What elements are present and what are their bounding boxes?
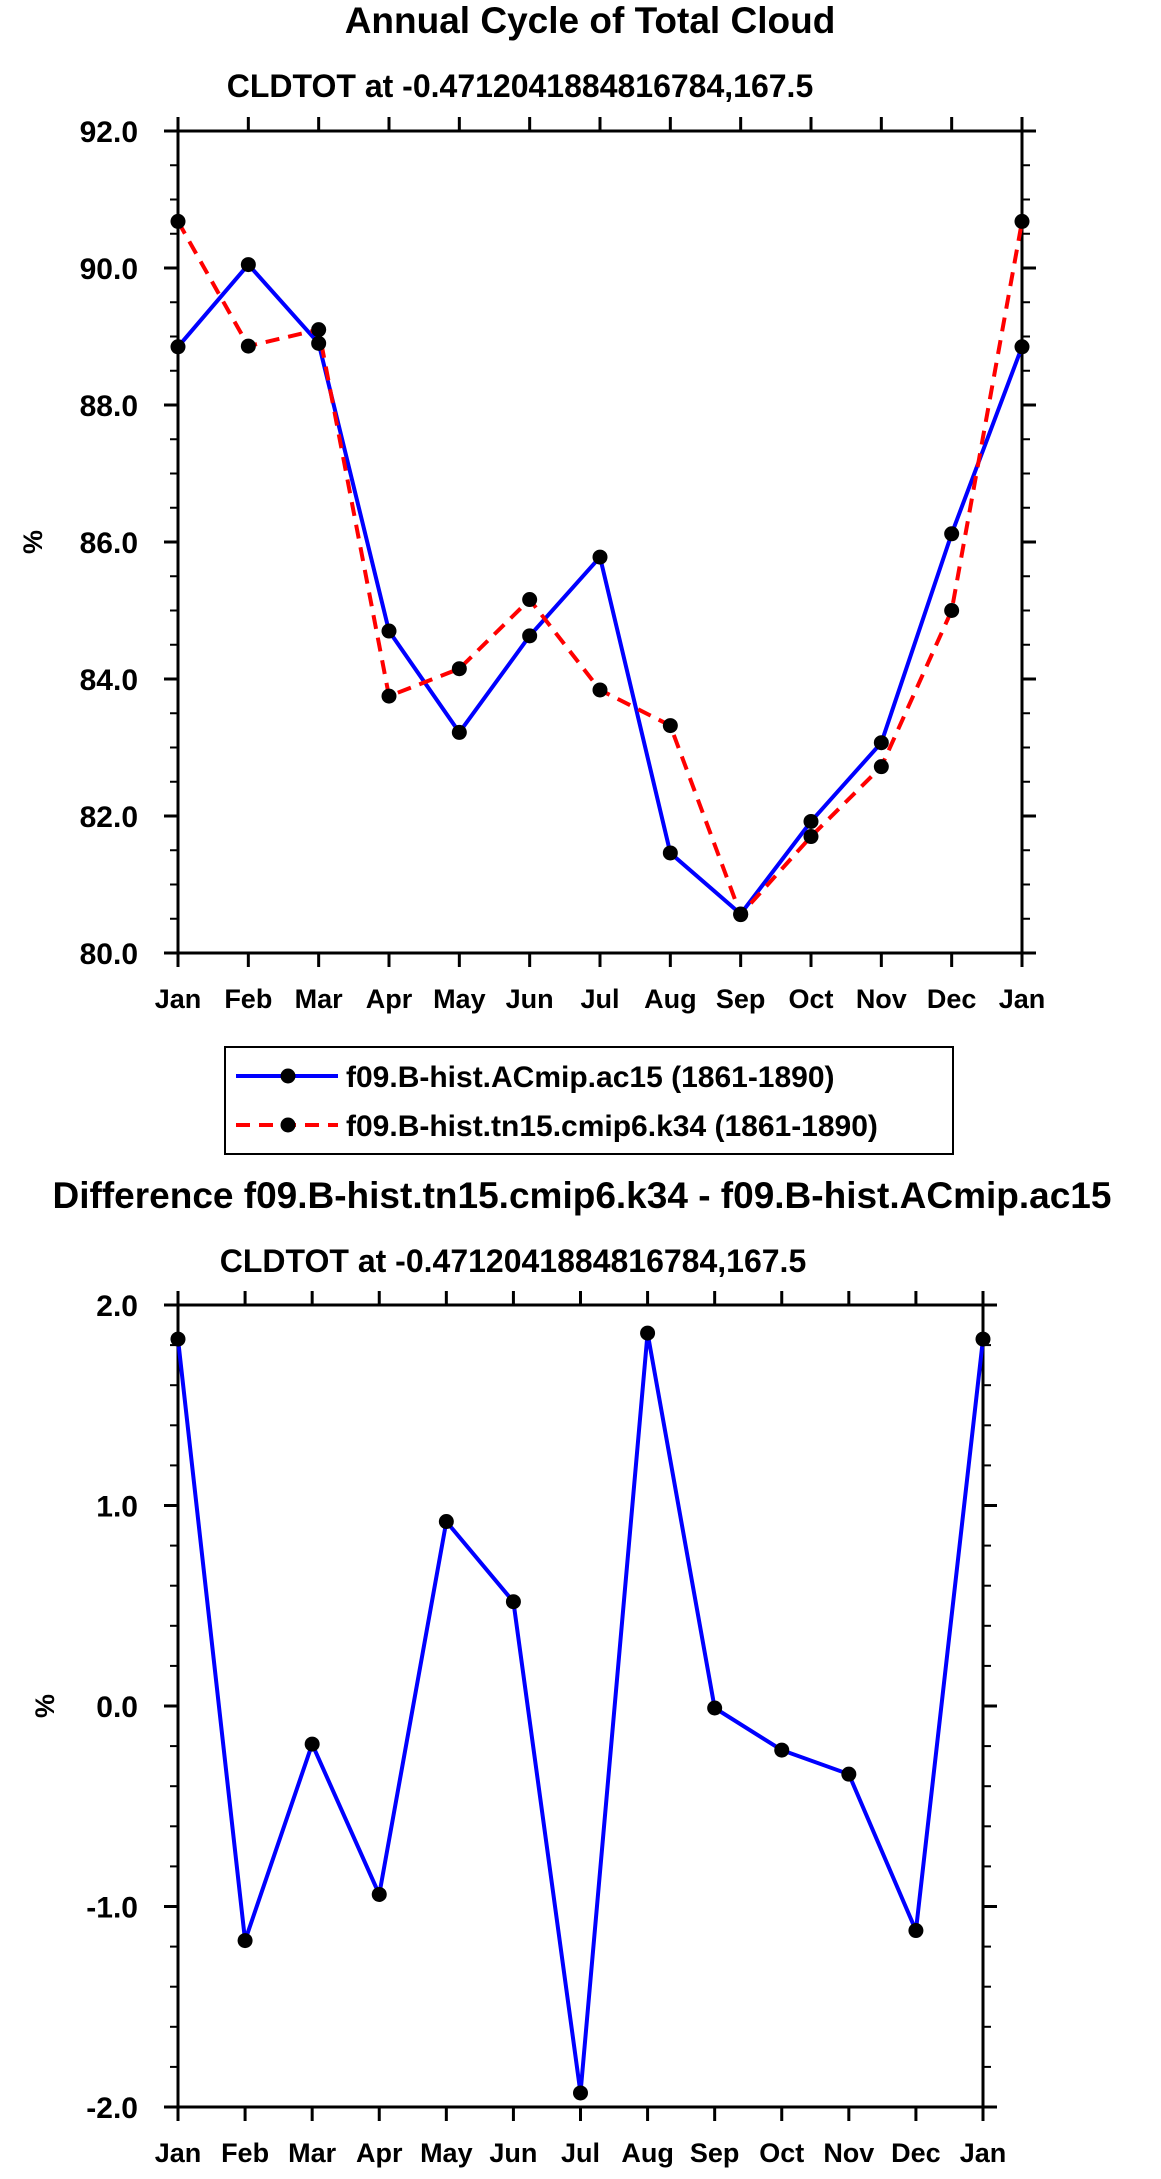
chart2-series-1-point: [438, 1514, 454, 1530]
chart1-series-2-point: [381, 688, 397, 704]
legend-marker-series-1: [280, 1068, 296, 1084]
chart2-series-1-point: [505, 1594, 521, 1610]
chart2-plot: Jan Feb Mar Apr May Jun Jul Aug Sep Oct Nov Dec Jan-…: [30, 1290, 1006, 2168]
chart2-series-1-point: [774, 1742, 790, 1758]
chart1-x-tick-label: Feb: [224, 984, 272, 1014]
chart2-x-tick-label: Sep: [690, 2138, 740, 2168]
chart1-subtitle: CLDTOT at -0.4712041884816784,167.5: [227, 68, 813, 104]
chart1-x-tick-label: Apr: [366, 984, 413, 1014]
chart2-x-tick-label: Oct: [759, 2138, 804, 2168]
chart1-series-1-point: [944, 526, 960, 542]
chart1-series-2-point: [803, 829, 819, 845]
chart2-series-1-point: [573, 2085, 588, 2101]
chart1-x-tick-label: Sep: [716, 984, 766, 1014]
chart1-series-1-point: [170, 339, 186, 355]
chart1-series-1-point: [240, 257, 256, 273]
chart1-series-2-point: [944, 603, 960, 618]
chart1-series-2-point: [311, 322, 327, 338]
chart2-title: Difference f09.B-hist.tn15.cmip6.k34 - f…: [53, 1175, 1112, 1216]
chart1-series-2-point: [1014, 213, 1030, 229]
chart1-series-1-point: [1014, 339, 1030, 355]
chart2-x-tick-label: Apr: [356, 2138, 403, 2168]
chart1-series-1-line: [176, 261, 1024, 917]
chart2-series-1-point: [371, 1886, 387, 1902]
chart1-series-1-point: [311, 335, 327, 351]
chart1-x-tick-label: Jun: [506, 984, 554, 1014]
chart2-x-tick-label: Jan: [155, 2138, 202, 2168]
chart2-subtitle: CLDTOT at -0.4712041884816784,167.5: [220, 1243, 806, 1279]
chart1-series-2-point: [522, 592, 538, 608]
chart2-x-tick-label: Aug: [621, 2138, 673, 2168]
chart2-x-tick-label: Jan: [960, 2138, 1007, 2168]
chart1-title: Annual Cycle of Total Cloud: [345, 0, 836, 41]
chart2-frame: [176, 1303, 985, 2109]
chart1-x-tick-label: Jul: [580, 984, 619, 1014]
chart1-legend: f09.B-hist.ACmip.ac15 (1861-1890) f09.B-…: [224, 1046, 954, 1155]
chart1-x-tick-label: Aug: [644, 984, 696, 1014]
chart1-series-1-point: [873, 735, 889, 751]
chart1-series-2-point: [451, 661, 467, 677]
chart2-series-1-point: [908, 1923, 924, 1939]
chart1-x-tick-label: Jan: [155, 984, 202, 1014]
chart1-plot: Jan Feb Mar Apr May Jun Jul Aug Sep Oct Nov Dec Jan 8…: [18, 116, 1045, 1014]
legend-marker-series-2: [280, 1117, 296, 1133]
chart1-y-axis-label: %: [18, 530, 48, 554]
chart1-series-1-point: [522, 628, 538, 644]
chart1-series-2-point: [592, 682, 608, 698]
chart1-frame: [176, 129, 1024, 955]
chart2-series-1-line: [176, 1332, 985, 2094]
chart1-series-2-point: [733, 907, 749, 923]
chart2-y-tick-label: 2.0: [96, 1290, 138, 1323]
chart1-series-2-point: [662, 718, 678, 734]
chart2-x-tick-label: May: [420, 2138, 473, 2168]
chart2-x-tick-label: Jun: [489, 2138, 537, 2168]
chart1-series-1-point: [381, 623, 397, 639]
chart1-series-1-point: [803, 813, 819, 829]
chart2-series-1-point: [237, 1933, 253, 1949]
chart1-y-tick-label: 88.0: [80, 390, 138, 423]
chart2-y-tick-label: -2.0: [86, 2092, 138, 2125]
chart2-series-1-point: [707, 1700, 723, 1716]
chart1-y-tick-label: 84.0: [80, 664, 138, 697]
chart2-y-tick-label: 0.0: [96, 1691, 138, 1724]
chart1-y-tick-label: 86.0: [80, 527, 138, 560]
chart1-series-2-point: [170, 213, 186, 229]
chart2-series-1-point: [975, 1331, 991, 1347]
chart1-y-tick-label: 90.0: [80, 253, 138, 286]
chart1-series-2-point: [873, 759, 889, 775]
chart2-series-1-point: [640, 1325, 656, 1341]
chart2-x-tick-label: Mar: [288, 2138, 337, 2168]
chart2-series-1-point: [170, 1331, 186, 1347]
legend-label-series-2: f09.B-hist.tn15.cmip6.k34 (1861-1890): [346, 1110, 878, 1143]
chart2-y-tick-label: -1.0: [86, 1892, 138, 1925]
chart2-series-1-point: [304, 1736, 320, 1752]
chart1-y-tick-label: 80.0: [80, 938, 138, 971]
chart1-series-1-point: [592, 549, 608, 565]
chart2-x-tick-label: Jul: [561, 2138, 600, 2168]
chart2-y-axis-label: %: [30, 1694, 60, 1718]
chart1-series-2-point: [240, 338, 256, 354]
legend-box: [224, 1046, 954, 1155]
chart1-x-tick-label: Mar: [295, 984, 344, 1014]
chart2-x-tick-label: Dec: [891, 2138, 941, 2168]
legend-label-series-1: f09.B-hist.ACmip.ac15 (1861-1890): [346, 1061, 835, 1094]
chart1-x-tick-label: Oct: [788, 984, 833, 1014]
chart1-series-1-point: [451, 724, 467, 740]
chart1-x-tick-label: Dec: [927, 984, 977, 1014]
chart1-x-tick-label: Jan: [999, 984, 1046, 1014]
chart2-series-1-point: [841, 1766, 857, 1782]
chart1-series-1-point: [662, 845, 678, 861]
chart2-x-tick-label: Nov: [823, 2138, 874, 2168]
chart1-y-tick-label: 82.0: [80, 801, 138, 834]
chart1-x-tick-label: May: [433, 984, 486, 1014]
chart1-y-tick-label: 92.0: [80, 116, 138, 149]
chart1-x-tick-label: Nov: [856, 984, 907, 1014]
chart2-x-tick-label: Feb: [221, 2138, 269, 2168]
chart2-y-tick-label: 1.0: [96, 1491, 138, 1524]
